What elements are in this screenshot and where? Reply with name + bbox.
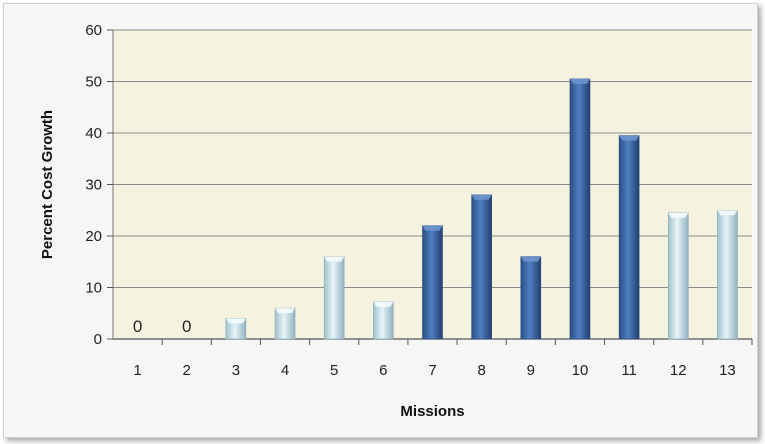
data-label: 0 xyxy=(182,317,191,336)
bar-cap xyxy=(275,308,296,314)
bar-cap xyxy=(373,301,394,307)
y-tick-label: 60 xyxy=(85,22,102,39)
bar xyxy=(569,78,591,340)
x-tick-label: 2 xyxy=(183,362,191,379)
x-axis-ticks: 1 2 3 4 5 6 7 8 9 10 11 12 13 xyxy=(133,339,753,379)
y-tick-label: 40 xyxy=(85,125,102,142)
bar xyxy=(422,225,443,340)
x-tick-label: 9 xyxy=(527,362,535,379)
x-tick-label: 5 xyxy=(330,362,338,379)
bar-cap xyxy=(324,256,345,262)
bars xyxy=(225,78,738,340)
bar-cap xyxy=(717,210,738,216)
bar-mission-12 xyxy=(667,212,689,340)
y-axis-title: Percent Cost Growth xyxy=(39,110,56,259)
bar-cap xyxy=(520,256,541,262)
bar-cap xyxy=(668,212,689,218)
bar-cap xyxy=(225,318,246,324)
x-axis-title: Missions xyxy=(400,403,464,420)
y-tick-label: 10 xyxy=(85,280,102,297)
x-tick-label: 6 xyxy=(379,362,387,379)
bar xyxy=(323,256,345,340)
bar xyxy=(520,256,542,340)
x-tick-label: 11 xyxy=(621,362,637,379)
y-tick-label: 30 xyxy=(85,177,102,194)
bar-mission-8 xyxy=(471,194,492,340)
x-tick-label: 4 xyxy=(281,362,289,379)
bar-cap xyxy=(471,194,492,200)
bar xyxy=(717,209,738,340)
bar xyxy=(618,135,640,340)
y-tick-label: 50 xyxy=(85,74,102,91)
bar-cap xyxy=(619,135,640,141)
y-tick-label: 0 xyxy=(94,331,102,348)
bar-mission-13 xyxy=(717,209,738,340)
x-tick-label: 12 xyxy=(670,362,687,379)
data-label: 0 xyxy=(133,317,142,336)
bar-mission-11 xyxy=(618,135,640,340)
bar-mission-7 xyxy=(422,225,443,340)
y-axis-ticks: 0 10 20 30 40 50 60 xyxy=(85,22,113,348)
bar-mission-4 xyxy=(274,307,296,340)
bar-mission-10 xyxy=(569,78,591,340)
x-tick-label: 10 xyxy=(572,362,589,379)
x-tick-label: 3 xyxy=(232,362,240,379)
bar-cap xyxy=(422,225,443,231)
bar xyxy=(471,194,492,340)
bar xyxy=(373,301,394,340)
x-tick-label: 7 xyxy=(428,362,436,379)
x-tick-label: 13 xyxy=(719,362,736,379)
bar-mission-9 xyxy=(520,256,542,340)
bar-mission-6 xyxy=(373,301,394,340)
bar-cap xyxy=(569,78,590,84)
y-tick-label: 20 xyxy=(85,228,102,245)
bar-mission-3 xyxy=(225,318,247,340)
x-tick-label: 8 xyxy=(477,362,485,379)
bar xyxy=(667,212,689,340)
x-tick-label: 1 xyxy=(133,362,141,379)
bar-mission-5 xyxy=(323,256,345,340)
